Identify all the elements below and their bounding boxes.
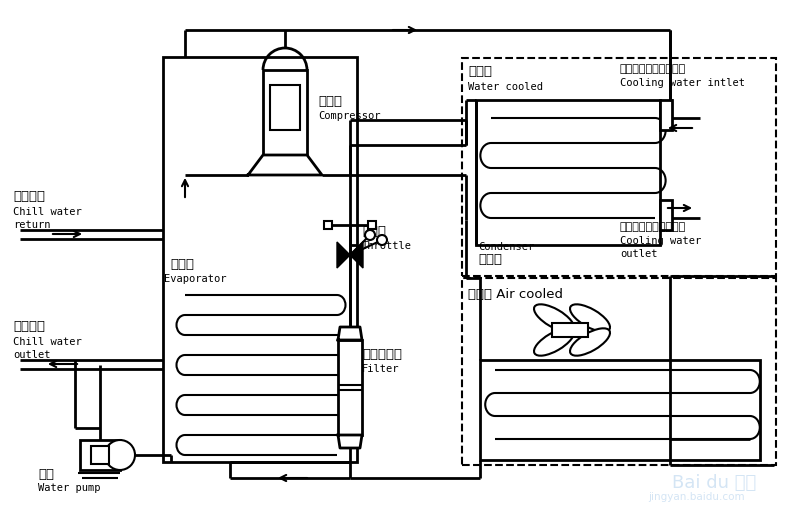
Bar xyxy=(368,221,376,229)
Text: 水泵: 水泵 xyxy=(38,468,54,481)
Text: Chill water: Chill water xyxy=(13,337,82,347)
Ellipse shape xyxy=(534,329,574,356)
Text: 风冷式 Air cooled: 风冷式 Air cooled xyxy=(468,288,563,301)
Text: 蛇发器: 蛇发器 xyxy=(170,258,194,271)
Bar xyxy=(480,360,760,460)
Text: 节流阀: 节流阀 xyxy=(362,225,386,238)
Circle shape xyxy=(105,440,135,470)
Circle shape xyxy=(377,235,387,245)
Polygon shape xyxy=(338,435,362,448)
Text: 压缩机: 压缩机 xyxy=(318,95,342,108)
Bar xyxy=(263,70,307,155)
Polygon shape xyxy=(350,242,363,268)
Text: 出水口（接散热水塔）: 出水口（接散热水塔） xyxy=(620,222,686,232)
Text: Filter: Filter xyxy=(362,364,399,374)
Text: 干燥过滤器: 干燥过滤器 xyxy=(362,348,402,361)
Text: jingyan.baidu.com: jingyan.baidu.com xyxy=(648,492,744,502)
Text: Throttle: Throttle xyxy=(362,241,412,251)
Text: Compressor: Compressor xyxy=(318,111,381,121)
Text: 水冷式: 水冷式 xyxy=(468,65,492,78)
Text: 山水出口: 山水出口 xyxy=(13,320,45,333)
Bar xyxy=(338,340,362,435)
Text: 冷凝器: 冷凝器 xyxy=(478,253,502,266)
Bar xyxy=(270,85,300,130)
Text: 山水回口: 山水回口 xyxy=(13,190,45,203)
Text: outlet: outlet xyxy=(13,350,50,360)
Ellipse shape xyxy=(534,304,574,332)
Text: Cooling water intlet: Cooling water intlet xyxy=(620,78,745,88)
Text: return: return xyxy=(13,220,50,230)
Bar xyxy=(660,100,672,130)
Polygon shape xyxy=(338,327,362,340)
Text: 入水口（接散热水塔）: 入水口（接散热水塔） xyxy=(620,64,686,74)
Bar xyxy=(163,57,357,462)
Polygon shape xyxy=(337,242,350,268)
Bar xyxy=(324,221,332,229)
Text: Condenser: Condenser xyxy=(478,242,535,252)
Text: Water pump: Water pump xyxy=(38,483,100,493)
Text: outlet: outlet xyxy=(620,249,658,259)
Bar xyxy=(552,323,588,337)
Text: Evaporator: Evaporator xyxy=(164,274,227,284)
Bar xyxy=(462,58,776,276)
Bar xyxy=(660,200,672,230)
Bar xyxy=(462,278,776,465)
Bar xyxy=(91,446,109,464)
Polygon shape xyxy=(248,155,322,175)
Bar xyxy=(476,100,660,245)
Text: Bai du 经验: Bai du 经验 xyxy=(672,474,757,492)
Text: Cooling water: Cooling water xyxy=(620,236,701,246)
Text: Chill water: Chill water xyxy=(13,207,82,217)
Ellipse shape xyxy=(570,329,610,356)
Ellipse shape xyxy=(570,304,610,332)
Text: Water cooled: Water cooled xyxy=(468,82,543,92)
Bar xyxy=(80,440,120,470)
Circle shape xyxy=(365,230,375,240)
